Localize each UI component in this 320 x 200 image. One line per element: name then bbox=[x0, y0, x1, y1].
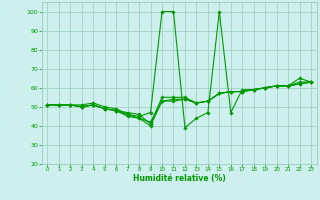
X-axis label: Humidité relative (%): Humidité relative (%) bbox=[133, 174, 226, 183]
